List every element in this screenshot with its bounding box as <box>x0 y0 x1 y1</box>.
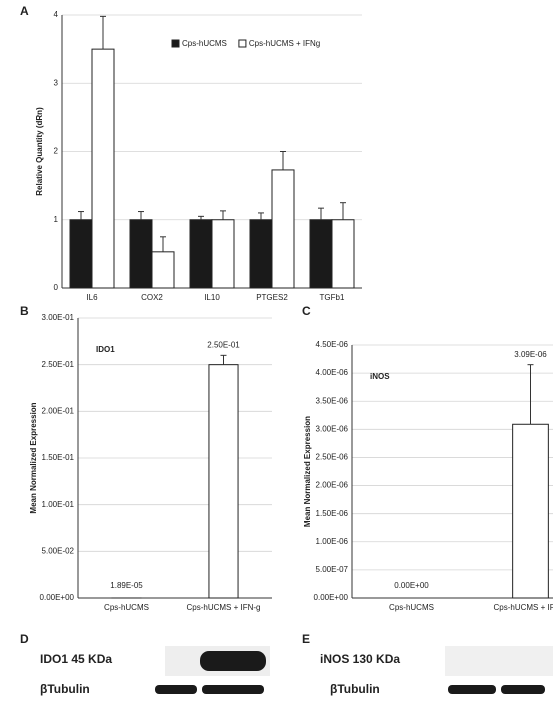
value-label: 3.09E-06 <box>514 350 547 359</box>
bar <box>332 220 354 288</box>
y-tick-label: 0.00E+00 <box>314 593 349 602</box>
y-tick-label: 3.50E-06 <box>316 396 349 405</box>
error-bar <box>318 208 324 220</box>
y-tick-label: 1.00E-01 <box>42 500 75 509</box>
y-tick-label: 0 <box>54 283 59 292</box>
y-tick-label: 1 <box>54 215 59 224</box>
legend-swatch <box>239 40 246 47</box>
error-bar <box>138 212 144 220</box>
figure: D IDO1 45 KDa βTubulin E iNOS 130 KDa βT… <box>0 0 553 701</box>
error-bar <box>528 365 534 425</box>
chart-title: IDO1 <box>96 345 115 354</box>
blot-band <box>202 685 264 694</box>
y-tick-label: 0.00E+00 <box>40 593 75 602</box>
panel-letter: E <box>302 632 310 646</box>
error-bar <box>221 355 227 364</box>
x-tick-label: Cps-hUCMS + IFN-g <box>493 603 553 612</box>
y-tick-label: 2.50E-06 <box>316 453 349 462</box>
bar <box>152 252 174 288</box>
bar <box>513 424 549 598</box>
bar <box>190 220 212 288</box>
legend-label: Cps-hUCMS + IFNg <box>249 39 320 48</box>
error-bar <box>340 203 346 220</box>
page: D IDO1 45 KDa βTubulin E iNOS 130 KDa βT… <box>0 0 553 701</box>
bar <box>310 220 332 288</box>
blot-label: βTubulin <box>40 682 90 696</box>
x-tick-label: Cps-hUCMS + IFN-g <box>186 603 260 612</box>
legend-label: Cps-hUCMS <box>182 39 227 48</box>
x-tick-label: IL6 <box>86 293 98 302</box>
y-tick-label: 4 <box>54 10 59 19</box>
y-tick-label: 4.00E-06 <box>316 368 349 377</box>
y-axis-label: Mean Normalized Expression <box>29 402 38 513</box>
panel-letter: D <box>20 632 29 646</box>
blot-label: βTubulin <box>330 682 380 696</box>
bar <box>212 220 234 288</box>
bar <box>130 220 152 288</box>
y-tick-label: 3 <box>54 78 59 87</box>
bar <box>250 220 272 288</box>
legend-swatch <box>172 40 179 47</box>
value-label: 0.00E+00 <box>394 581 429 590</box>
bar <box>92 49 114 288</box>
panel-letter: B <box>20 304 29 318</box>
x-tick-label: TGFb1 <box>320 293 345 302</box>
y-tick-label: 3.00E-01 <box>42 313 75 322</box>
x-tick-label: PTGES2 <box>256 293 288 302</box>
x-tick-label: COX2 <box>141 293 163 302</box>
error-bar <box>280 152 286 170</box>
y-tick-label: 1.50E-01 <box>42 453 75 462</box>
blot-label: iNOS 130 KDa <box>320 652 400 666</box>
y-tick-label: 2 <box>54 147 59 156</box>
y-tick-label: 5.00E-07 <box>316 565 349 574</box>
value-label: 2.50E-01 <box>207 340 240 349</box>
y-axis-label: Relative Quantity (dRn) <box>35 107 44 196</box>
panel-letter: A <box>20 4 29 18</box>
y-tick-label: 5.00E-02 <box>42 546 75 555</box>
y-tick-label: 1.50E-06 <box>316 509 349 518</box>
y-tick-label: 3.00E-06 <box>316 424 349 433</box>
y-axis-label: Mean Normalized Expression <box>303 416 312 527</box>
bar <box>272 170 294 288</box>
blot-band <box>448 685 496 694</box>
y-tick-label: 1.00E-06 <box>316 537 349 546</box>
error-bar <box>220 211 226 220</box>
y-tick-label: 2.00E-06 <box>316 481 349 490</box>
blot-band <box>155 685 197 694</box>
y-tick-label: 2.50E-01 <box>42 360 75 369</box>
panel-letter: C <box>302 304 311 318</box>
blot-band <box>501 685 545 694</box>
chart-title: iNOS <box>370 372 390 381</box>
blot-band <box>200 651 266 671</box>
bar <box>209 365 238 598</box>
blot-membrane <box>445 646 553 676</box>
x-tick-label: IL10 <box>204 293 220 302</box>
value-label: 1.89E-05 <box>110 581 143 590</box>
error-bar <box>160 237 166 252</box>
blot-label: IDO1 45 KDa <box>40 652 112 666</box>
x-tick-label: Cps-hUCMS <box>389 603 434 612</box>
y-tick-label: 4.50E-06 <box>316 340 349 349</box>
x-tick-label: Cps-hUCMS <box>104 603 149 612</box>
bar <box>70 220 92 288</box>
error-bar <box>198 216 204 219</box>
error-bar <box>100 16 106 49</box>
y-tick-label: 2.00E-01 <box>42 406 75 415</box>
error-bar <box>78 212 84 220</box>
error-bar <box>258 213 264 220</box>
